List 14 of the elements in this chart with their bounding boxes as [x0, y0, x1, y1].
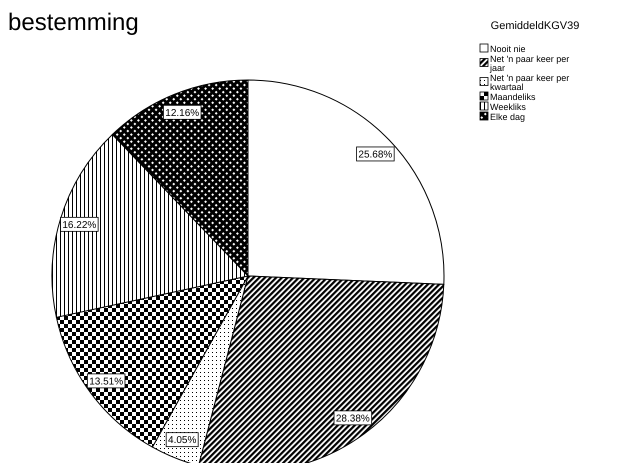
data-label: 13.51%: [89, 376, 124, 388]
data-label: 28.38%: [336, 413, 370, 424]
data-label: 12.16%: [165, 108, 200, 119]
data-label: 4.05%: [168, 435, 196, 446]
data-label: 16.22%: [62, 220, 96, 231]
data-label: 25.68%: [358, 149, 392, 160]
legend-label: Nooit nie: [490, 44, 526, 54]
legend-label: Elke dag: [490, 112, 526, 122]
legend-label: Net 'n paar keer per kwartaal: [490, 73, 570, 92]
legend-label: Weekliks: [490, 102, 526, 112]
chart-title: bestemming: [8, 9, 139, 36]
legend-label: Net 'n paar keer per jaar: [489, 54, 570, 73]
legend-title: GemiddeldKGV39: [490, 20, 580, 32]
legend-label: Maandeliks: [490, 92, 536, 102]
